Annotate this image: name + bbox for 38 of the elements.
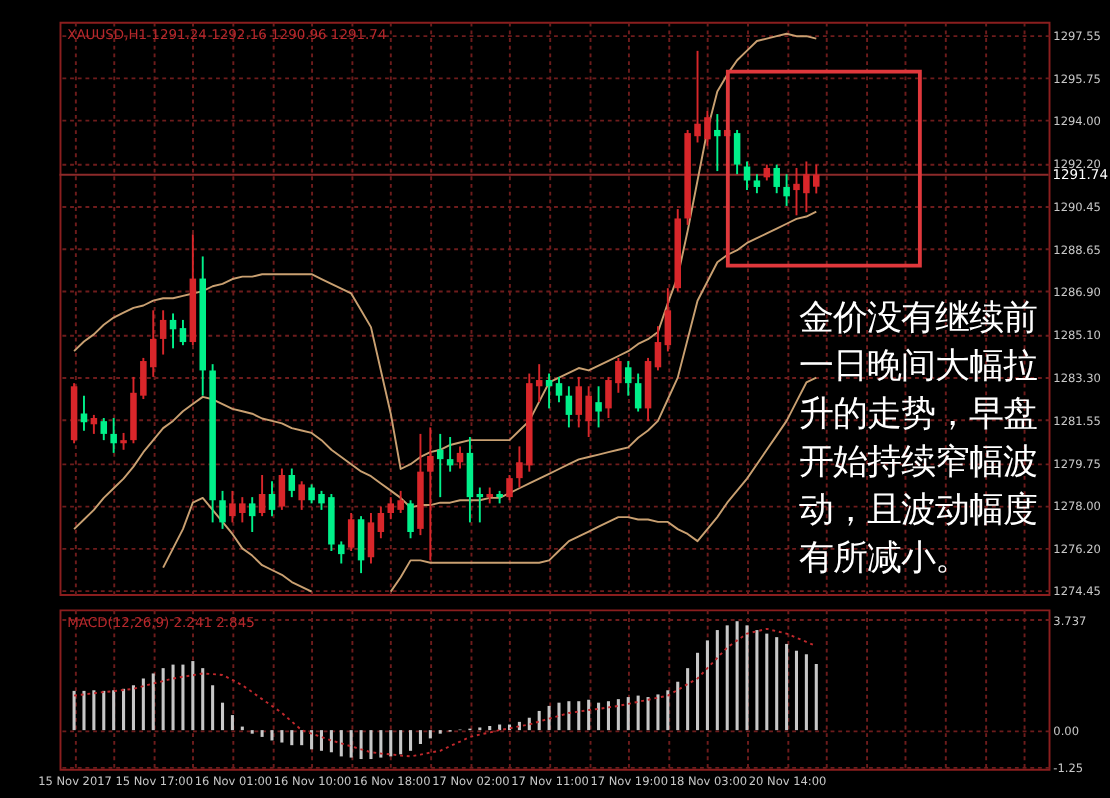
candlestick [555, 375, 563, 404]
candlestick [476, 486, 484, 524]
candlestick [347, 512, 355, 552]
candlestick [427, 426, 434, 562]
candlestick [338, 540, 345, 565]
candlestick [268, 480, 276, 518]
candlestick [733, 129, 741, 176]
candlestick [436, 432, 444, 499]
candlestick [258, 474, 266, 518]
candlestick [753, 173, 761, 195]
candlestick [110, 417, 117, 454]
candlestick [298, 480, 305, 511]
candlestick [407, 499, 414, 540]
candlestick [714, 113, 721, 173]
line-series [73, 627, 818, 758]
candlestick [664, 287, 672, 353]
candlestick [595, 385, 602, 429]
candlestick [100, 417, 108, 442]
candlestick [644, 356, 652, 423]
candlestick [634, 372, 642, 413]
annotation: 金价没有继续前一日晚间大幅拉升的走势，早盘开始持续窄幅波动，且波动幅度有所减小。 [798, 299, 1037, 580]
candlestick [506, 474, 513, 502]
candlestick [654, 325, 662, 372]
candlestick [367, 512, 375, 565]
candlestick [219, 489, 226, 530]
candlestick [80, 394, 88, 432]
candlestick [625, 360, 632, 397]
candlestick [288, 467, 296, 499]
candlestick [357, 515, 365, 575]
candlestick [159, 309, 167, 356]
candlestick [278, 467, 286, 511]
candlestick [773, 163, 780, 195]
candlestick [377, 505, 385, 540]
candlestick [565, 385, 573, 429]
candlestick [466, 436, 474, 524]
candlestick [783, 173, 790, 207]
candlestick [179, 318, 187, 347]
candlestick [248, 496, 256, 533]
